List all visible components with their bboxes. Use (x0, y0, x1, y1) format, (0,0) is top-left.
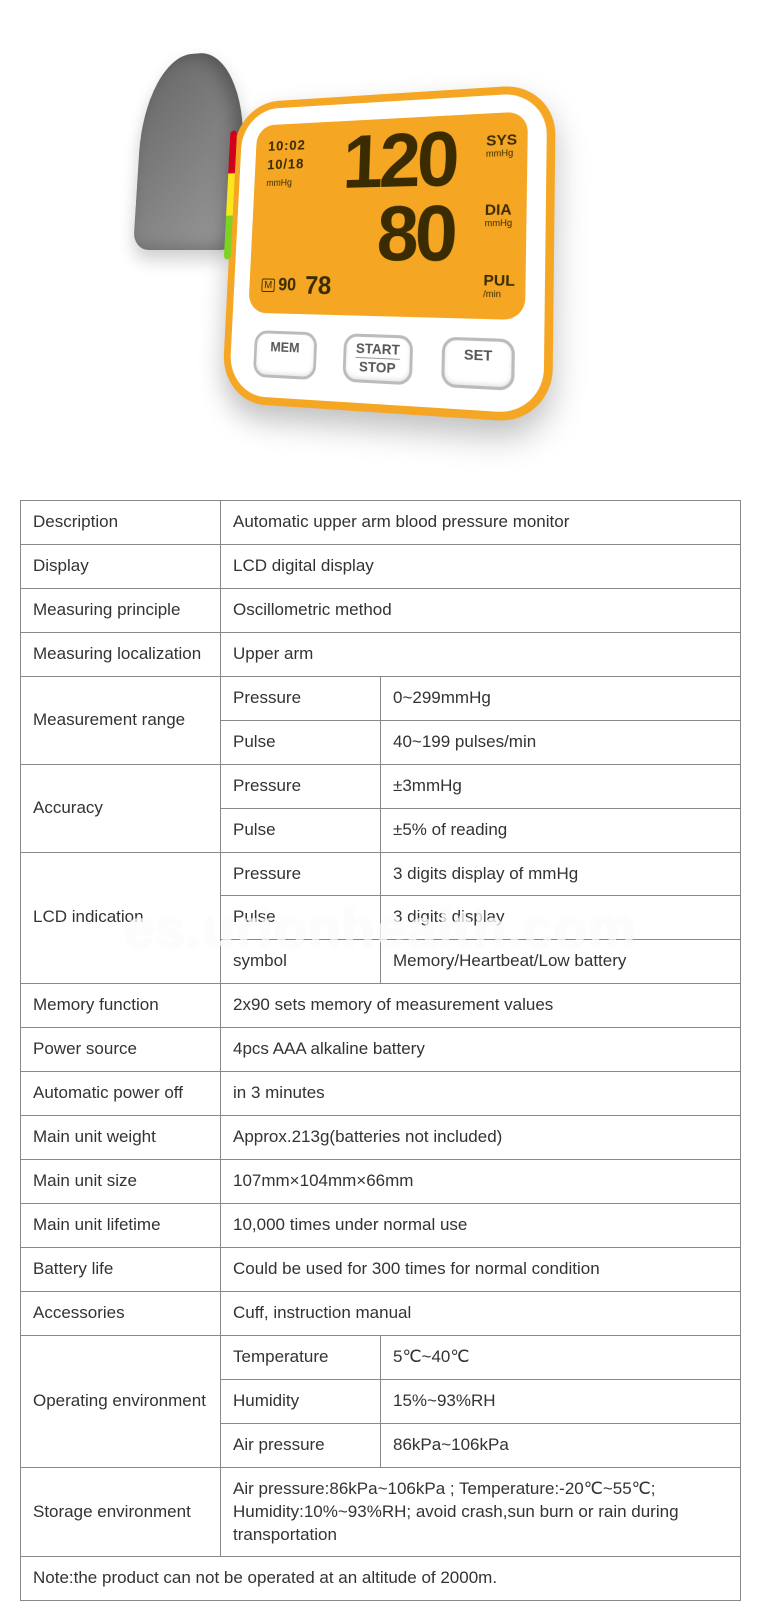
cell-value: 5℃~40℃ (381, 1335, 741, 1379)
cell-label: Measuring principle (21, 588, 221, 632)
cell-label: Main unit size (21, 1160, 221, 1204)
unit-dia: mmHg (484, 218, 512, 229)
table-row: Operating environment Temperature 5℃~40℃ (21, 1335, 741, 1379)
cell-label: Automatic power off (21, 1072, 221, 1116)
cell-label: Accuracy (21, 764, 221, 852)
cell-sublabel: Humidity (221, 1379, 381, 1423)
table-row: Accuracy Pressure ±3mmHg (21, 764, 741, 808)
cell-value: 10,000 times under normal use (221, 1204, 741, 1248)
cell-value: 3 digits display of mmHg (381, 852, 741, 896)
screen-pulse: 78 (304, 270, 331, 301)
note-cell: Note:the product can not be operated at … (21, 1557, 741, 1601)
cell-sublabel: symbol (221, 940, 381, 984)
table-row: Automatic power off in 3 minutes (21, 1072, 741, 1116)
screen-date: 10/18 (266, 154, 304, 174)
cell-value: ±3mmHg (381, 764, 741, 808)
cell-value: 86kPa~106kPa (381, 1423, 741, 1467)
lcd-screen: 10:02 10/18 mmHg 120 80 SYS mmHg (248, 111, 528, 320)
cell-value: 15%~93%RH (381, 1379, 741, 1423)
table-row: Battery life Could be used for 300 times… (21, 1247, 741, 1291)
cell-value: Cuff, instruction manual (221, 1291, 741, 1335)
table-row: Main unit weight Approx.213g(batteries n… (21, 1116, 741, 1160)
cell-value: LCD digital display (221, 544, 741, 588)
cell-sublabel: Pressure (221, 676, 381, 720)
table-row: Measurement range Pressure 0~299mmHg (21, 676, 741, 720)
label-pul: PUL (483, 272, 515, 290)
cell-value: 107mm×104mm×66mm (221, 1160, 741, 1204)
cell-value: Automatic upper arm blood pressure monit… (221, 501, 741, 545)
table-row: Storage environment Air pressure:86kPa~1… (21, 1467, 741, 1557)
mem-button[interactable]: MEM (252, 330, 316, 380)
screen-mmhg: mmHg (266, 177, 304, 190)
cell-label: Measuring localization (21, 632, 221, 676)
table-row: Description Automatic upper arm blood pr… (21, 501, 741, 545)
screen-time: 10:02 (267, 136, 305, 156)
start-stop-button[interactable]: START STOP (342, 333, 413, 385)
cell-sublabel: Pulse (221, 808, 381, 852)
cell-label: Accessories (21, 1291, 221, 1335)
unit-pul: /min (483, 289, 501, 300)
cell-label: Operating environment (21, 1335, 221, 1467)
cell-label: LCD indication (21, 852, 221, 984)
cell-value: in 3 minutes (221, 1072, 741, 1116)
cell-value: Oscillometric method (221, 588, 741, 632)
table-row: Main unit size 107mm×104mm×66mm (21, 1160, 741, 1204)
mem-icon: M (261, 278, 275, 292)
cell-value: 40~199 pulses/min (381, 720, 741, 764)
cell-sublabel: Air pressure (221, 1423, 381, 1467)
cell-label: Measurement range (21, 676, 221, 764)
table-row: Main unit lifetime 10,000 times under no… (21, 1204, 741, 1248)
product-image: 10:02 10/18 mmHg 120 80 SYS mmHg (0, 0, 761, 500)
cell-value: Air pressure:86kPa~106kPa ; Temperature:… (221, 1467, 741, 1557)
table-row: Display LCD digital display (21, 544, 741, 588)
cell-sublabel: Pulse (221, 720, 381, 764)
mem-count: 90 (277, 275, 296, 296)
cell-label: Display (21, 544, 221, 588)
cell-sublabel: Pulse (221, 896, 381, 940)
cell-label: Battery life (21, 1247, 221, 1291)
set-button[interactable]: SET (441, 337, 515, 391)
cell-value: 2x90 sets memory of measurement values (221, 984, 741, 1028)
table-row: Power source 4pcs AAA alkaline battery (21, 1028, 741, 1072)
cell-sublabel: Pressure (221, 764, 381, 808)
cell-sublabel: Pressure (221, 852, 381, 896)
cell-value: Memory/Heartbeat/Low battery (381, 940, 741, 984)
cell-label: Description (21, 501, 221, 545)
label-dia: DIA (484, 201, 511, 219)
cell-label: Memory function (21, 984, 221, 1028)
cell-value: Could be used for 300 times for normal c… (221, 1247, 741, 1291)
cell-label: Power source (21, 1028, 221, 1072)
cell-value: 0~299mmHg (381, 676, 741, 720)
table-row: Measuring localization Upper arm (21, 632, 741, 676)
spec-table: Description Automatic upper arm blood pr… (20, 500, 741, 1601)
table-row: Accessories Cuff, instruction manual (21, 1291, 741, 1335)
table-row: Memory function 2x90 sets memory of meas… (21, 984, 741, 1028)
unit-sys: mmHg (485, 148, 513, 159)
table-row: Measuring principle Oscillometric method (21, 588, 741, 632)
table-row: LCD indication Pressure 3 digits display… (21, 852, 741, 896)
cell-label: Main unit weight (21, 1116, 221, 1160)
cell-label: Storage environment (21, 1467, 221, 1557)
table-row: Note:the product can not be operated at … (21, 1557, 741, 1601)
screen-sys: 120 (341, 121, 456, 198)
cell-value: 4pcs AAA alkaline battery (221, 1028, 741, 1072)
cell-sublabel: Temperature (221, 1335, 381, 1379)
cell-value: ±5% of reading (381, 808, 741, 852)
cell-value: 3 digits display (381, 896, 741, 940)
device-body: 10:02 10/18 mmHg 120 80 SYS mmHg (221, 83, 555, 424)
screen-dia: 80 (338, 195, 454, 271)
cell-value: Approx.213g(batteries not included) (221, 1116, 741, 1160)
cell-label: Main unit lifetime (21, 1204, 221, 1248)
cell-value: Upper arm (221, 632, 741, 676)
